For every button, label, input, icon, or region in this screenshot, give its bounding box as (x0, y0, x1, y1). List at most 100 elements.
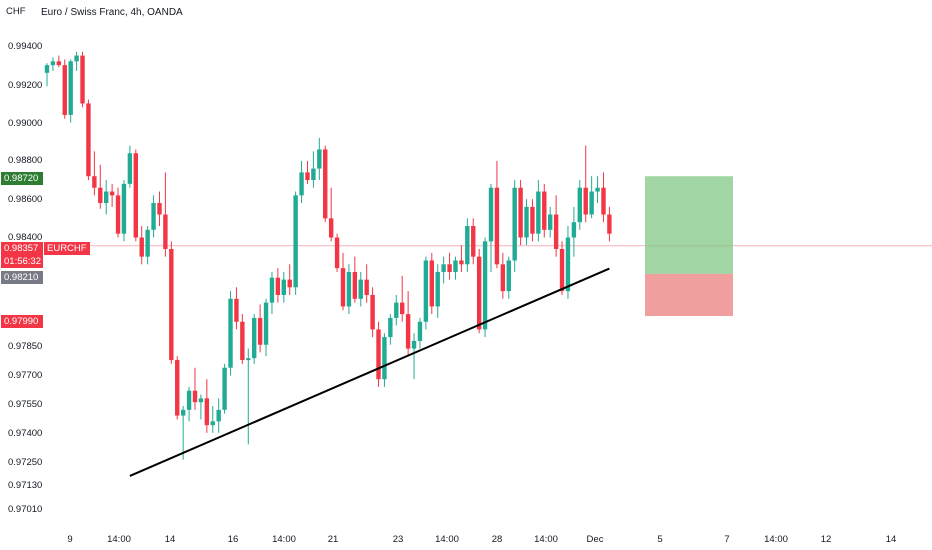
x-tick: 14:00 (107, 534, 131, 545)
candle-down (305, 172, 310, 181)
x-tick: 16 (227, 534, 239, 545)
take-profit-price-tag: 0.98720 (1, 172, 43, 185)
candle-up (512, 187, 517, 261)
candle-up (246, 358, 251, 361)
last-price-tag: 0.98357 (1, 242, 43, 255)
candle-up (121, 183, 127, 234)
candle-down (169, 248, 174, 361)
x-tick: 14 (164, 534, 176, 545)
candle-up (488, 187, 494, 242)
candle-up (595, 187, 600, 192)
y-tick: 0.97250 (8, 457, 43, 468)
x-tick: 14:00 (435, 534, 459, 545)
candle-up (145, 229, 150, 257)
candle-down (429, 260, 434, 307)
candle-down (328, 218, 334, 238)
x-tick: 28 (491, 534, 503, 545)
candle-down (163, 214, 168, 249)
candle-down (275, 277, 281, 295)
candle-up (210, 421, 215, 426)
candle-up (269, 277, 275, 303)
x-tick: 9 (67, 534, 73, 545)
candle-up (465, 226, 470, 265)
candle-down (139, 237, 144, 257)
candle-up (311, 168, 316, 181)
candle-down (352, 271, 358, 299)
x-tick: Dec (586, 534, 604, 545)
y-tick: 0.97130 (8, 480, 43, 491)
candle-up (68, 61, 73, 115)
countdown-tag: 01:56:32 (1, 255, 43, 268)
candle-down (400, 302, 405, 315)
trendline (129, 267, 610, 477)
candle-down (559, 248, 565, 292)
currency-unit-label: CHF (6, 6, 26, 17)
candle-down (287, 279, 292, 288)
y-tick: 0.98400 (8, 232, 43, 243)
candle-up (104, 191, 109, 204)
symbol-tag: EURCHF (44, 242, 90, 255)
candle-up (441, 264, 446, 272)
candle-down (334, 237, 340, 269)
candle-down (607, 214, 612, 234)
candle-down (340, 268, 346, 307)
candle-down (364, 279, 369, 295)
candle-down (240, 321, 245, 361)
loss-zone (645, 273, 733, 317)
candle-down (476, 256, 482, 330)
candle-up (317, 149, 322, 169)
candle-up (589, 191, 594, 215)
candle-up (127, 153, 133, 184)
candle-down (447, 264, 452, 272)
x-tick: 12 (820, 534, 832, 545)
candle-down (405, 314, 411, 349)
candle-up (346, 271, 352, 307)
candle-down (601, 187, 606, 215)
candle-up (548, 214, 553, 230)
candle-up (44, 65, 50, 73)
y-tick: 0.97700 (8, 370, 43, 381)
candle-down (109, 191, 115, 196)
stop-loss-price-tag: 0.97990 (1, 315, 43, 328)
candle-up (358, 279, 363, 299)
chart-title: Euro / Swiss Franc, 4h, OANDA (41, 7, 183, 18)
candle-down (376, 329, 381, 380)
candle-up (394, 302, 399, 318)
entry-price-tag: 0.98210 (1, 271, 43, 284)
candle-down (56, 61, 62, 66)
candle-up (423, 260, 429, 322)
candle-down (92, 176, 97, 188)
candle-down (62, 65, 67, 115)
candle-down (204, 398, 210, 426)
x-tick: 5 (657, 534, 663, 545)
candle-down (494, 187, 500, 265)
candle-up (571, 222, 577, 238)
candle-up (577, 187, 582, 223)
candle-down (553, 214, 559, 249)
candle-up (151, 203, 156, 230)
profit-zone (645, 176, 733, 274)
x-tick: 14 (885, 534, 897, 545)
candle-up (453, 260, 458, 272)
candle-down (500, 264, 506, 292)
x-tick: 23 (392, 534, 404, 545)
y-tick: 0.97400 (8, 428, 43, 439)
candle-down (98, 187, 103, 204)
candle-down (323, 149, 328, 219)
candle-up (228, 298, 233, 368)
candle-up (411, 340, 417, 349)
candle-down (583, 187, 588, 215)
candle-down (234, 298, 239, 322)
candle-down (471, 226, 476, 257)
candle-down (175, 360, 180, 416)
y-tick: 0.99000 (8, 118, 43, 129)
candle-down (518, 187, 523, 238)
candle-down (542, 191, 547, 230)
candle-down (530, 206, 535, 234)
candle-up (536, 191, 541, 234)
candle-up (435, 271, 440, 307)
candle-up (388, 317, 393, 338)
candle-up (281, 279, 286, 295)
candle-up (263, 302, 269, 345)
